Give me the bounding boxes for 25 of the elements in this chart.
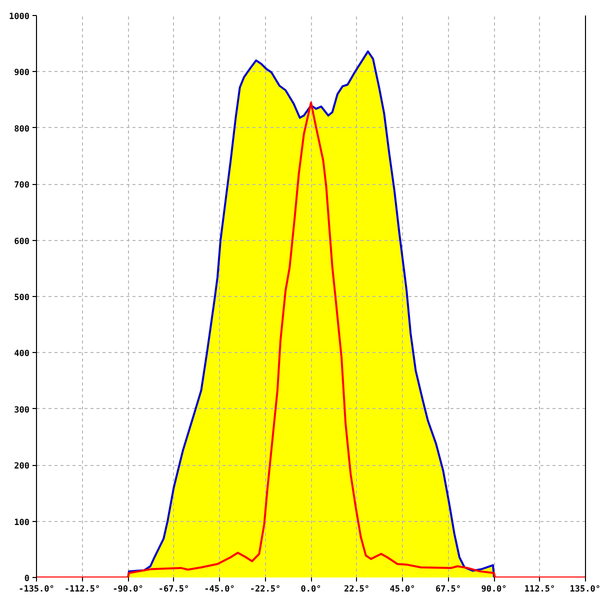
y-tick-label: 700	[14, 180, 30, 191]
x-tick-label: 0.0°	[300, 584, 322, 594]
x-tick-label: 45.0°	[390, 584, 416, 594]
y-tick-label: 800	[14, 124, 30, 134]
y-tick-label: 400	[14, 349, 30, 360]
x-tick-label: -135.0°	[18, 584, 54, 594]
x-tick-label: 90.0°	[481, 584, 507, 594]
x-tick-label: -45.0°	[204, 584, 235, 594]
x-tick-label: -22.5°	[250, 584, 281, 594]
y-tick-label: 500	[14, 293, 30, 303]
y-tick-label: 900	[14, 68, 30, 78]
x-tick-label: -90.0°	[112, 584, 144, 594]
x-tick-label: -67.5°	[158, 584, 190, 594]
y-tick-label: 600	[14, 236, 30, 247]
x-tick-label: 67.5°	[435, 584, 462, 594]
y-tick-label: 100	[14, 518, 30, 528]
x-tick-label: 112.5°	[524, 584, 556, 594]
x-tick-label: 135.0°	[570, 584, 600, 594]
y-tick-label: 1000	[9, 12, 30, 22]
line-series	[36, 102, 586, 578]
x-tick-label: -112.5°	[64, 584, 100, 594]
x-tick-label: 22.5°	[344, 584, 370, 594]
y-tick-label: 300	[14, 405, 30, 416]
y-tick-label: 200	[14, 462, 30, 472]
y-tick-label: 0	[24, 574, 30, 584]
